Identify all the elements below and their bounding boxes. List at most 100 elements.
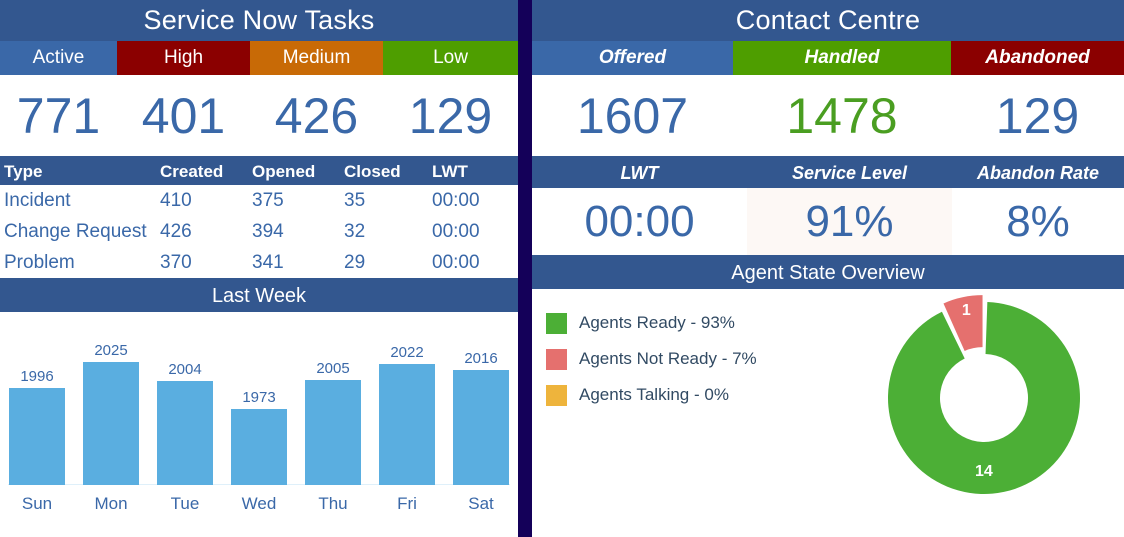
task-counts-row: 771 401 426 129 bbox=[0, 75, 518, 158]
legend-color-swatch bbox=[546, 384, 567, 406]
cell-created: 410 bbox=[160, 190, 192, 211]
task-type-table: Type Created Opened Closed LWT Incident … bbox=[0, 158, 518, 280]
donut-slice-agents-not-ready[interactable] bbox=[943, 295, 983, 351]
cell-opened: 375 bbox=[252, 190, 284, 211]
category-active-header[interactable]: Active bbox=[0, 41, 117, 75]
table-row[interactable]: Problem 370 341 29 00:00 bbox=[0, 247, 518, 278]
medium-count: 426 bbox=[274, 87, 359, 144]
metric-value-lwt: 00:00 bbox=[584, 196, 695, 246]
contact-category-strip: Offered Handled Abandoned bbox=[532, 41, 1124, 75]
agent-state-donut-chart: 1 14 bbox=[844, 291, 1124, 503]
bar-group[interactable]: 2016 bbox=[450, 312, 512, 485]
bar-group[interactable]: 1996 bbox=[6, 312, 68, 485]
category-low-header[interactable]: Low bbox=[383, 41, 518, 75]
column-header-created: Created bbox=[160, 162, 224, 181]
metric-header-abandon-rate: Abandon Rate bbox=[976, 163, 1099, 183]
high-count: 401 bbox=[141, 87, 226, 144]
cell-lwt: 00:00 bbox=[432, 252, 480, 273]
category-offered-header[interactable]: Offered bbox=[532, 41, 733, 75]
task-category-strip: Active High Medium Low bbox=[0, 41, 518, 75]
bar-group[interactable]: 2005 bbox=[302, 312, 364, 485]
low-count: 129 bbox=[408, 87, 493, 144]
category-medium-header[interactable]: Medium bbox=[250, 41, 383, 75]
legend-item[interactable]: Agents Ready - 93% bbox=[546, 305, 757, 341]
bar-rect[interactable] bbox=[379, 364, 435, 485]
category-handled-header[interactable]: Handled bbox=[733, 41, 951, 75]
metric-value-service-level: 91% bbox=[747, 188, 952, 255]
legend-item[interactable]: Agents Not Ready - 7% bbox=[546, 341, 757, 377]
legend-color-swatch bbox=[546, 312, 567, 334]
donut-label-not-ready: 1 bbox=[961, 301, 971, 319]
bar-value-label: 2004 bbox=[168, 361, 202, 378]
handled-count: 1478 bbox=[786, 87, 898, 144]
bar-value-label: 1996 bbox=[20, 368, 54, 385]
cell-opened: 394 bbox=[252, 221, 284, 242]
donut-slice-agents-ready[interactable] bbox=[888, 302, 1080, 494]
table-header-row: Type Created Opened Closed LWT bbox=[0, 158, 518, 185]
bar-value-label: 1973 bbox=[242, 389, 276, 406]
left-panel-title: Service Now Tasks bbox=[0, 0, 518, 41]
metric-values-row: 00:00 91% 8% bbox=[532, 188, 1124, 257]
cell-type: Problem bbox=[4, 252, 75, 273]
donut-label-ready: 14 bbox=[975, 463, 993, 480]
bar-value-label: 2005 bbox=[316, 360, 350, 377]
service-now-tasks-panel: Service Now Tasks Active High Medium Low… bbox=[0, 0, 518, 537]
x-axis-tick-label: Sun bbox=[21, 494, 53, 513]
x-axis-tick-label: Wed bbox=[241, 494, 277, 513]
cell-created: 426 bbox=[160, 221, 192, 242]
x-axis-tick-label: Thu bbox=[318, 494, 348, 513]
contact-centre-panel: Contact Centre Offered Handled Abandoned… bbox=[532, 0, 1124, 537]
bar-chart-bars: 1996 2025 2004 1973 2005 2022 2016 bbox=[0, 312, 518, 485]
cell-closed: 35 bbox=[344, 190, 366, 211]
category-high-header[interactable]: High bbox=[117, 41, 250, 75]
bar-value-label: 2016 bbox=[464, 350, 498, 367]
bar-group[interactable]: 2004 bbox=[154, 312, 216, 485]
contact-counts-row: 1607 1478 129 bbox=[532, 75, 1124, 158]
cell-type: Incident bbox=[4, 190, 71, 211]
bar-rect[interactable] bbox=[157, 381, 213, 485]
cell-lwt: 00:00 bbox=[432, 221, 480, 242]
legend-item[interactable]: Agents Talking - 0% bbox=[546, 377, 757, 413]
table-row[interactable]: Change Request 426 394 32 00:00 bbox=[0, 216, 518, 247]
cell-created: 370 bbox=[160, 252, 192, 273]
legend-color-swatch bbox=[546, 348, 567, 370]
agent-state-body: Agents Ready - 93% Agents Not Ready - 7% A… bbox=[532, 289, 1124, 503]
cell-closed: 32 bbox=[344, 221, 366, 242]
bar-value-label: 2025 bbox=[94, 342, 128, 359]
table-row[interactable]: Incident 410 375 35 00:00 bbox=[0, 185, 518, 216]
cell-opened: 341 bbox=[252, 252, 284, 273]
bar-rect[interactable] bbox=[453, 370, 509, 485]
metric-value-abandon-rate: 8% bbox=[1006, 196, 1070, 246]
category-abandoned-header[interactable]: Abandoned bbox=[951, 41, 1124, 75]
metric-header-service-level: Service Level bbox=[791, 163, 908, 183]
x-axis-tick-label: Mon bbox=[94, 494, 128, 513]
offered-count: 1607 bbox=[576, 87, 689, 144]
panel-divider bbox=[518, 0, 532, 537]
legend-label: Agents Not Ready - 7% bbox=[579, 349, 757, 368]
bar-rect[interactable] bbox=[9, 388, 65, 485]
bar-group[interactable]: 2025 bbox=[80, 312, 142, 485]
column-header-opened: Opened bbox=[252, 162, 316, 181]
bar-rect[interactable] bbox=[305, 380, 361, 485]
agent-state-title: Agent State Overview bbox=[532, 257, 1124, 289]
cell-closed: 29 bbox=[344, 252, 366, 273]
bar-rect[interactable] bbox=[231, 409, 287, 485]
agent-state-legend: Agents Ready - 93% Agents Not Ready - 7% A… bbox=[546, 305, 757, 413]
legend-label: Agents Ready - 93% bbox=[579, 313, 735, 332]
last-week-title: Last Week bbox=[0, 280, 518, 312]
abandoned-count: 129 bbox=[995, 87, 1080, 144]
x-axis-tick-label: Sat bbox=[468, 494, 494, 513]
right-panel-title: Contact Centre bbox=[532, 0, 1124, 41]
bar-group[interactable]: 2022 bbox=[376, 312, 438, 485]
bar-group[interactable]: 1973 bbox=[228, 312, 290, 485]
column-header-type: Type bbox=[4, 162, 43, 181]
metric-header-row: LWT Service Level Abandon Rate bbox=[532, 158, 1124, 188]
column-header-closed: Closed bbox=[344, 162, 401, 181]
bar-value-label: 2022 bbox=[390, 344, 424, 361]
legend-label: Agents Talking - 0% bbox=[579, 385, 729, 404]
bar-rect[interactable] bbox=[83, 362, 139, 485]
metric-header-lwt: LWT bbox=[620, 163, 659, 183]
donut-svg bbox=[888, 295, 1080, 494]
cell-type: Change Request bbox=[4, 221, 147, 242]
